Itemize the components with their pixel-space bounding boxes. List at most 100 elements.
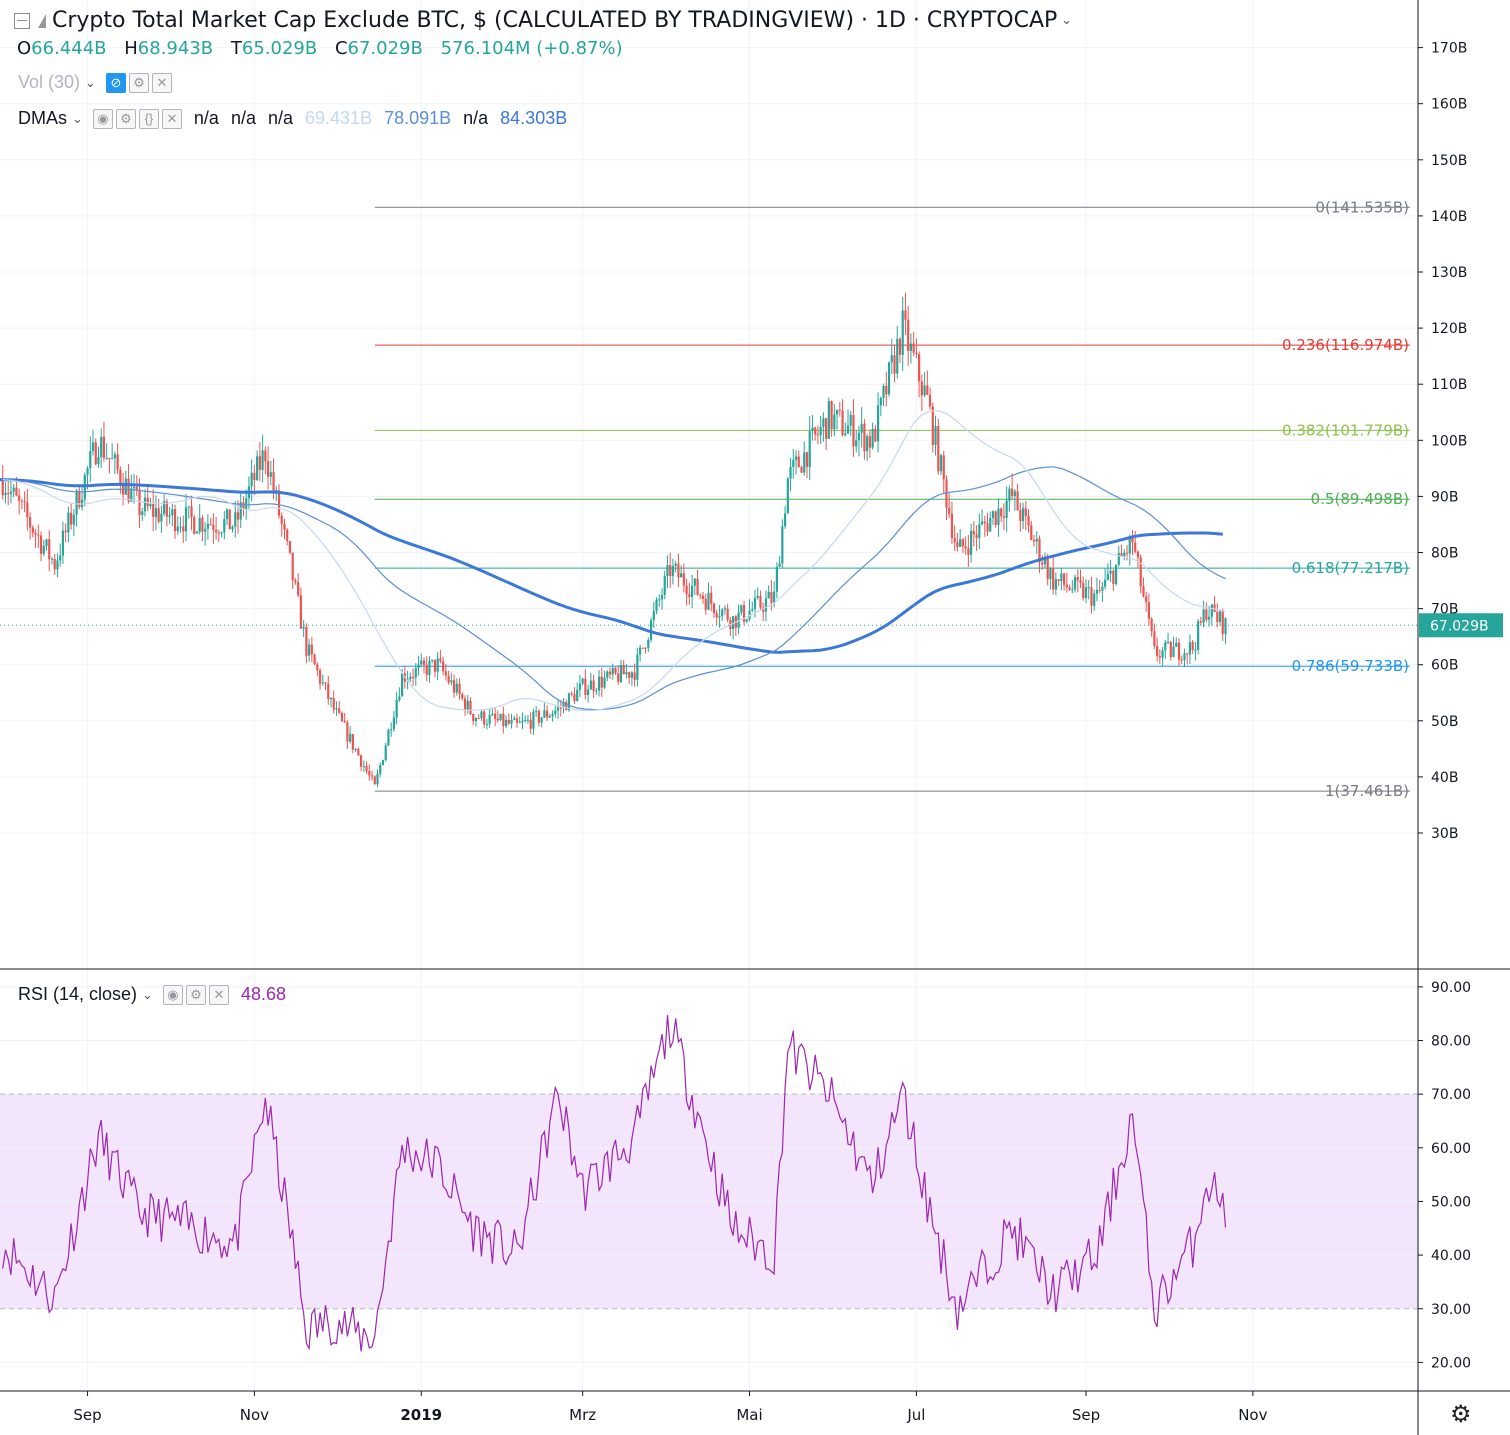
candle-body [1043,559,1047,565]
dma-200-line [0,478,1223,654]
candle-body [160,513,163,522]
candle-body [904,310,907,320]
candle-body [786,478,789,514]
candle-body [636,654,639,680]
symbol-triangle-icon [38,13,46,28]
candle-body [113,454,116,459]
candle-body [948,507,951,514]
candle-body [1030,525,1033,540]
candle-body [1098,589,1101,591]
candle-body [225,509,229,520]
candle-body [212,524,215,530]
candle-body [789,466,792,479]
hide-icon[interactable]: ⊘ [105,72,126,93]
chevron-down-icon[interactable]: ⌄ [85,74,96,90]
rsi-label[interactable]: RSI (14, close) [18,984,138,1004]
chart-title[interactable]: Crypto Total Market Cap Exclude BTC, $ (… [52,8,1058,33]
candle-body [458,683,461,694]
dmas-label[interactable]: DMAs [18,108,67,128]
chevron-down-icon[interactable]: ⌄ [72,110,83,126]
close-icon[interactable]: ✕ [161,108,182,129]
candle-body [975,534,978,538]
chevron-down-icon[interactable]: ⌄ [142,986,153,1002]
candle-body [967,548,970,555]
hide-icon[interactable]: ◉ [162,984,183,1005]
candle-body [855,440,858,447]
candle-body [321,682,324,684]
vol-legend[interactable]: Vol (30) ⌄ ⊘ ⚙ ✕ [18,72,175,93]
candle-body [655,599,658,611]
collapse-icon[interactable] [14,12,30,29]
rsi-legend[interactable]: RSI (14, close) ⌄ ◉ ⚙ ✕ 48.68 [18,984,286,1005]
candle-body [737,612,740,628]
candle-body [1046,559,1049,580]
last-price-label: 67.029B [1430,618,1489,634]
candle-body [102,436,106,458]
candle-body [70,512,73,525]
rsi-axis-label: 40.00 [1431,1248,1471,1264]
dma-value: 78.091B [384,108,452,128]
candle-body [1008,488,1011,501]
candle-body [258,456,261,470]
candle-body [387,729,390,746]
rsi-axis-label: 70.00 [1431,1087,1471,1103]
candle-body [559,707,562,709]
candle-body [644,647,647,649]
close-icon[interactable]: ✕ [208,984,229,1005]
candle-body [15,487,18,496]
candle-body [168,515,171,517]
chevron-down-icon[interactable]: ⌄ [1061,13,1073,28]
candle-body [384,745,387,761]
candle-body [896,338,899,374]
low-value: 65.029B [241,38,318,59]
close-icon[interactable]: ✕ [151,72,172,93]
dmas-legend[interactable]: DMAs ⌄ ◉ ⚙ {} ✕ n/a n/a n/a 69.431B 78.0… [18,108,579,129]
candle-body [362,766,365,768]
candle-body [154,508,158,517]
candle-body [439,658,442,662]
candle-body [179,526,182,528]
high-value: 68.943B [137,38,214,59]
candle-body [846,425,850,434]
candle-body [732,616,735,629]
settings-icon[interactable]: ⚙ [185,984,206,1005]
settings-icon[interactable]: ⚙ [128,72,149,93]
candle-body [781,526,784,564]
source-icon[interactable]: {} [138,108,159,129]
rsi-axis-label: 90.00 [1431,980,1471,996]
candle-body [942,455,945,480]
candle-body [310,644,313,655]
gear-icon[interactable]: ⚙ [1450,1401,1472,1428]
candle-body [1087,587,1090,589]
candle-body [294,580,297,582]
settings-icon[interactable]: ⚙ [115,108,136,129]
candle-body [814,427,817,435]
close-label: C [334,38,348,59]
candle-body [280,515,283,524]
rsi-axis-label: 20.00 [1431,1355,1471,1371]
candle-body [712,603,716,614]
price-axis-label: 160B [1431,97,1467,113]
candle-body [1060,573,1063,582]
candle-body [376,773,379,785]
high-label: H [124,38,138,59]
vol-label[interactable]: Vol (30) [18,72,81,92]
hide-icon[interactable]: ◉ [92,108,113,129]
candle-body [507,719,510,724]
candle-body [488,715,491,724]
candle-body [983,521,986,524]
candle-body [628,672,631,678]
candle-body [436,658,439,672]
candle-body [491,713,494,716]
candle-body [633,672,636,680]
candle-body [354,749,357,751]
candle-body [595,690,598,692]
candle-body [825,418,828,439]
candle-body [329,697,333,699]
price-axis-label: 60B [1431,658,1458,674]
open-value: 66.444B [31,38,107,59]
candle-body [291,552,294,581]
candle-body [1063,573,1066,585]
candle-body [860,423,863,433]
